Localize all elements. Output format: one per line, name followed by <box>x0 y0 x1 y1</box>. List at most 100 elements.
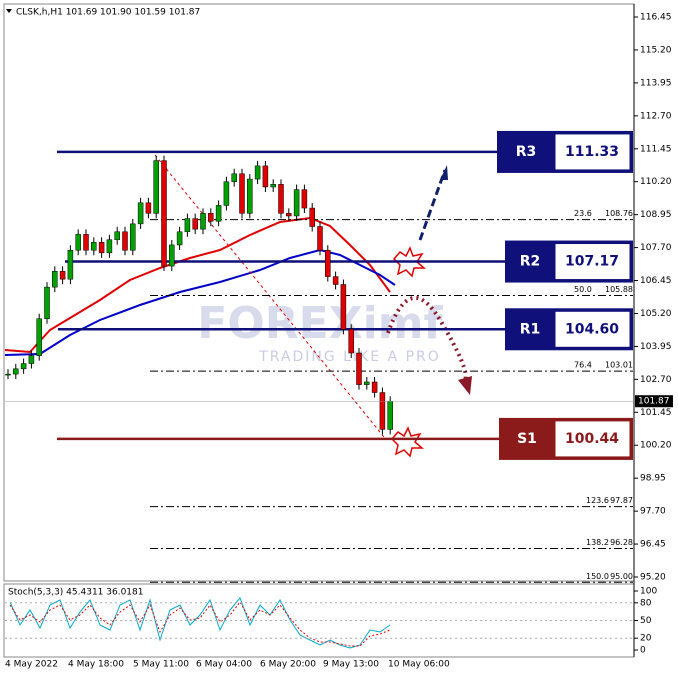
candle-body <box>332 276 339 285</box>
arrow-up <box>418 169 447 241</box>
candle-body <box>262 165 269 188</box>
candle-body <box>356 352 362 385</box>
y-tick-label: 97.70 <box>640 507 666 517</box>
y-tick-label: 106.45 <box>640 276 672 286</box>
candle-body <box>176 231 183 246</box>
x-tick-label: 5 May 11:00 <box>133 660 189 670</box>
level-value: 111.33 <box>565 144 619 160</box>
watermark-sub: TRADING LIKE A PRO <box>258 349 441 365</box>
arrow-up-head <box>440 165 448 180</box>
x-tick-label: 6 May 20:00 <box>260 660 316 670</box>
candle-body <box>309 207 315 227</box>
y-tick-label: 111.45 <box>640 144 672 154</box>
ma-blue <box>4 248 396 356</box>
candle-body <box>75 234 81 251</box>
stoch-tick-label: 100 <box>640 587 657 597</box>
candle-body <box>169 244 175 267</box>
y-tick-label: 102.70 <box>640 375 672 385</box>
y-tick-label: 96.45 <box>640 540 666 550</box>
candle-body <box>254 165 261 180</box>
fib-ratio: 76.4 <box>574 361 592 370</box>
chart-title: CLSK,h,H1 101.69 101.90 101.59 101.87 <box>16 8 200 18</box>
y-tick-label: 98.95 <box>640 474 666 484</box>
fib-ratio: 23.6 <box>574 209 592 218</box>
ma-red <box>4 216 391 354</box>
level-value-box <box>554 133 631 171</box>
level-value-box <box>554 243 631 281</box>
y-tick-label: 103.95 <box>640 342 672 352</box>
candle-body <box>270 184 276 188</box>
stoch-title: Stoch(5,3,3) 45.4311 36.0181 <box>8 588 143 598</box>
candle-body <box>293 189 300 217</box>
x-tick-label: 10 May 06:00 <box>388 660 450 670</box>
y-tick-label: 107.70 <box>640 243 672 253</box>
candle-body <box>161 160 167 267</box>
candle-body <box>67 249 74 280</box>
watermark: FOREXimf <box>197 298 443 349</box>
candle-body <box>91 242 97 251</box>
candle-body <box>278 184 284 214</box>
candle-body <box>59 271 66 280</box>
candle-body <box>286 213 292 217</box>
x-tick-label: 4 May 18:00 <box>68 660 124 670</box>
candle-body <box>364 381 370 385</box>
candle-body <box>36 318 42 356</box>
candle-body <box>387 400 393 430</box>
level-value: 100.44 <box>565 431 619 447</box>
y-tick-label: 101.45 <box>640 408 672 418</box>
burst <box>390 426 425 458</box>
y-tick-label: 105.20 <box>640 309 672 319</box>
y-tick-label: 116.45 <box>640 13 672 23</box>
candle-body <box>317 226 323 251</box>
main-panel <box>3 3 635 582</box>
stoch-signal <box>9 601 391 647</box>
candle-body <box>83 234 89 251</box>
level-value: 107.17 <box>565 254 619 270</box>
level-name: S1 <box>517 431 537 447</box>
candle-body <box>153 160 159 214</box>
candle-body <box>208 213 214 222</box>
stoch-tick-label: 0 <box>640 646 646 656</box>
candle-body <box>348 329 354 354</box>
candle-body <box>20 363 27 370</box>
candle-body <box>371 381 378 393</box>
fib-price: 103.01 <box>605 361 633 370</box>
current-price-box <box>635 395 673 408</box>
x-tick-label: 4 May 2022 <box>5 660 58 670</box>
fib-price: 95.00 <box>610 572 633 581</box>
candle-body <box>223 181 230 206</box>
candle-body <box>122 231 128 251</box>
candle-body <box>145 202 152 214</box>
stoch-tick-label: 50 <box>640 616 652 626</box>
level-value: 104.60 <box>565 321 619 337</box>
candle-body <box>301 189 308 209</box>
level-value-box <box>554 420 631 458</box>
candle-body <box>5 373 11 376</box>
candle-body <box>184 218 191 233</box>
candle-body <box>247 178 253 214</box>
candle-body <box>200 213 206 230</box>
candle-body <box>379 392 386 430</box>
fib-price: 105.88 <box>605 285 633 294</box>
current-price: 101.87 <box>638 397 670 407</box>
candle-body <box>13 368 19 375</box>
candle-body <box>130 223 136 251</box>
level-name: R1 <box>520 321 541 337</box>
candle-body <box>52 271 58 288</box>
candle-body <box>231 173 237 182</box>
level-name: R2 <box>520 254 541 270</box>
y-tick-label: 115.20 <box>640 45 672 55</box>
x-tick-label: 6 May 04:00 <box>196 660 252 670</box>
y-tick-label: 113.95 <box>640 78 672 88</box>
x-tick-label: 9 May 13:00 <box>323 660 379 670</box>
fib-price: 97.87 <box>610 496 633 505</box>
menu-arrow <box>6 9 12 13</box>
fib-ratio: 138.2 <box>586 538 609 547</box>
level-value-box <box>554 310 631 348</box>
y-tick-label: 95.20 <box>640 573 666 583</box>
arrow-down-head <box>458 376 472 395</box>
fib-ratio: 50.0 <box>574 285 592 294</box>
candle-body <box>106 239 113 254</box>
fib-ratio: 150.0 <box>586 572 609 581</box>
